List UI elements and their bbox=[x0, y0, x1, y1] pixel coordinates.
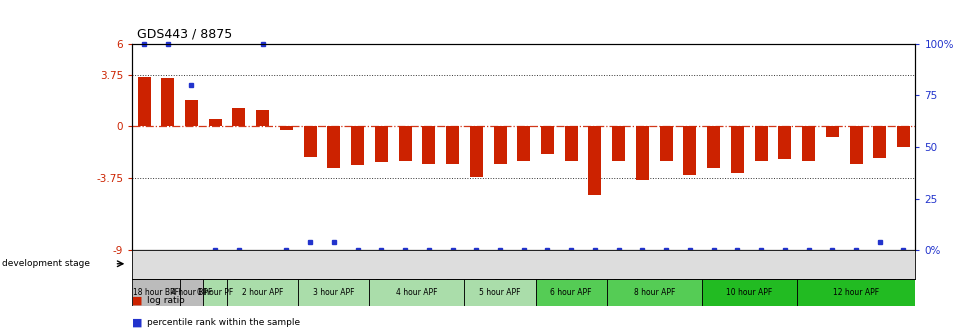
Text: 3 hour APF: 3 hour APF bbox=[313, 288, 354, 297]
Text: log ratio: log ratio bbox=[147, 296, 185, 305]
Bar bbox=[778, 126, 790, 159]
Text: 5 hour APF: 5 hour APF bbox=[479, 288, 520, 297]
Bar bbox=[203, 279, 227, 306]
Bar bbox=[232, 109, 245, 126]
Bar bbox=[872, 126, 885, 158]
Text: 6 hour APF: 6 hour APF bbox=[550, 288, 592, 297]
Bar bbox=[824, 126, 838, 137]
Bar bbox=[351, 126, 364, 165]
Bar bbox=[588, 126, 600, 195]
Bar bbox=[564, 126, 577, 161]
Bar bbox=[227, 279, 298, 306]
Bar bbox=[636, 126, 648, 180]
Bar bbox=[464, 279, 535, 306]
Bar bbox=[516, 126, 530, 161]
Bar bbox=[256, 110, 269, 126]
Bar bbox=[161, 78, 174, 126]
Text: ■: ■ bbox=[132, 296, 143, 306]
Bar bbox=[298, 279, 369, 306]
Bar bbox=[208, 120, 222, 126]
Bar bbox=[535, 279, 606, 306]
Bar bbox=[398, 126, 411, 161]
Bar bbox=[137, 77, 151, 126]
Text: 4 hour BPF: 4 hour BPF bbox=[170, 288, 212, 297]
Bar bbox=[896, 126, 910, 147]
Bar bbox=[422, 126, 435, 164]
Bar bbox=[801, 126, 815, 161]
Text: ■: ■ bbox=[132, 318, 143, 328]
Bar bbox=[369, 279, 464, 306]
Bar bbox=[683, 126, 695, 175]
Text: 8 hour APF: 8 hour APF bbox=[633, 288, 674, 297]
Bar bbox=[469, 126, 482, 177]
Bar bbox=[303, 126, 316, 157]
Bar bbox=[327, 126, 340, 168]
Bar bbox=[179, 279, 203, 306]
Bar bbox=[659, 126, 672, 161]
Text: 12 hour APF: 12 hour APF bbox=[832, 288, 878, 297]
Bar bbox=[280, 126, 292, 130]
Bar bbox=[375, 126, 387, 162]
Text: 0 hour PF: 0 hour PF bbox=[197, 288, 233, 297]
Bar bbox=[541, 126, 554, 154]
Bar bbox=[132, 279, 179, 306]
Bar bbox=[706, 126, 720, 168]
Bar bbox=[849, 126, 862, 164]
Text: 2 hour APF: 2 hour APF bbox=[242, 288, 283, 297]
Text: GDS443 / 8875: GDS443 / 8875 bbox=[137, 27, 232, 40]
Text: 18 hour BPF: 18 hour BPF bbox=[133, 288, 179, 297]
Bar bbox=[493, 126, 506, 164]
Bar bbox=[185, 100, 198, 126]
Text: 4 hour APF: 4 hour APF bbox=[396, 288, 437, 297]
Bar bbox=[446, 126, 459, 164]
Bar bbox=[611, 126, 625, 161]
Bar bbox=[731, 126, 743, 173]
Bar bbox=[796, 279, 914, 306]
Bar bbox=[606, 279, 701, 306]
Bar bbox=[754, 126, 767, 161]
Text: percentile rank within the sample: percentile rank within the sample bbox=[147, 318, 299, 327]
Text: development stage: development stage bbox=[2, 259, 90, 268]
Bar bbox=[701, 279, 796, 306]
Text: 10 hour APF: 10 hour APF bbox=[726, 288, 772, 297]
